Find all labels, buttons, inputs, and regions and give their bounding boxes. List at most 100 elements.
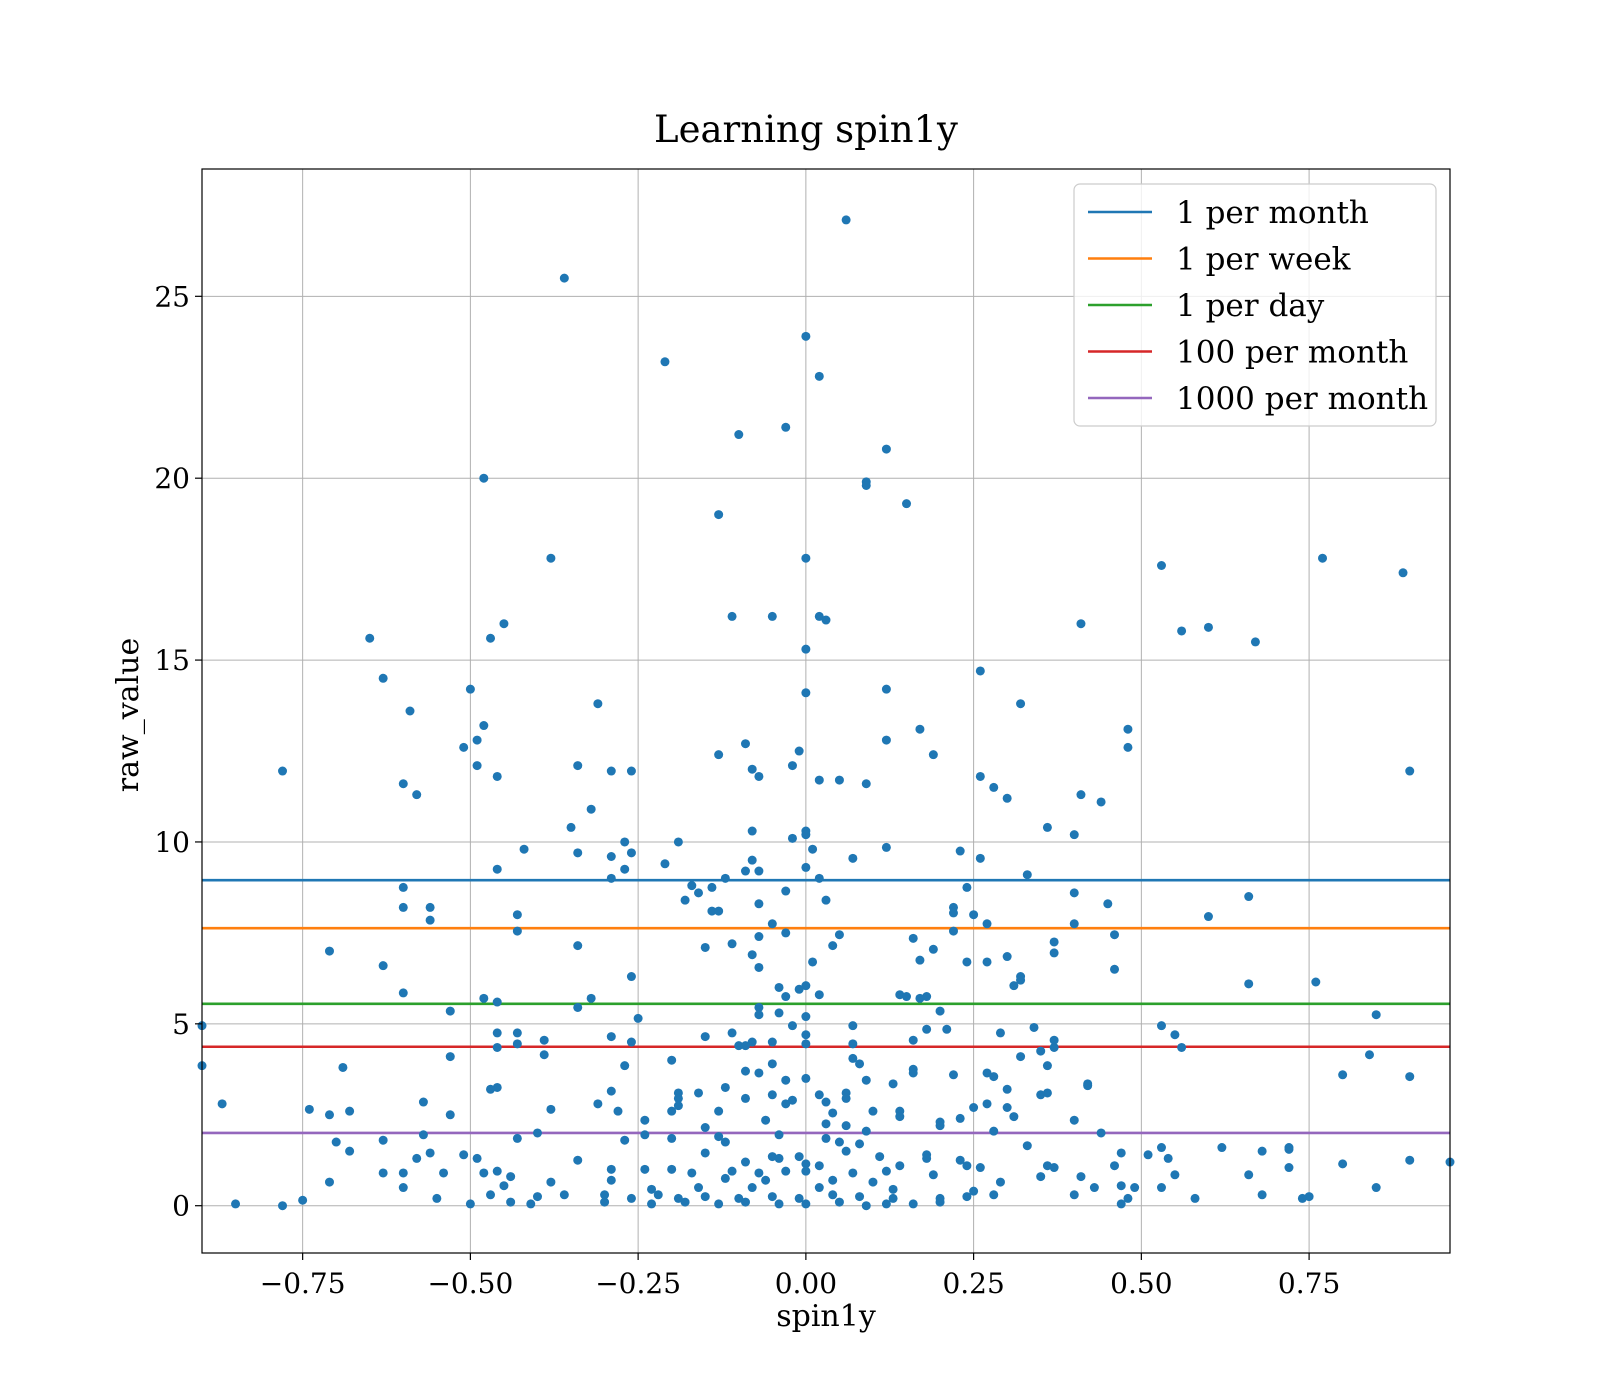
scatter-point [606,1032,616,1042]
scatter-point [995,1028,1005,1038]
scatter-point [969,1102,979,1112]
scatter-point [861,1126,871,1136]
scatter-point [532,1192,542,1202]
scatter-point [345,1146,355,1156]
scatter-point [1163,1153,1173,1163]
scatter-point [673,1101,683,1111]
scatter-point [794,984,804,994]
scatter-point [1338,1159,1348,1169]
scatter-point [606,1086,616,1096]
scatter-point [640,1115,650,1125]
scatter-point [767,919,777,929]
scatter-point [492,1166,502,1176]
scatter-point [492,771,502,781]
scatter-point [1042,1061,1052,1071]
scatter-point [231,1199,241,1209]
scatter-point [1049,937,1059,947]
scatter-point [398,1168,408,1178]
scatter-point [492,997,502,1007]
x-tick-label: −0.25 [595,1267,681,1300]
scatter-point [989,1190,999,1200]
scatter-point [620,1135,630,1145]
x-axis-ticks: −0.75 −0.50 −0.25 0.00 0.25 0.50 0.75 [260,1253,1340,1300]
scatter-point [828,1175,838,1185]
scatter-point [881,684,891,694]
scatter-point [1203,622,1213,632]
scatter-point [828,941,838,951]
scatter-point [606,873,616,883]
scatter-point [539,1050,549,1060]
scatter-point [861,480,871,490]
scatter-point [734,1193,744,1203]
scatter-point [1016,699,1026,709]
scatter-point [714,510,724,520]
scatter-point [459,1150,469,1160]
scatter-point [962,1192,972,1202]
scatter-point [1049,1035,1059,1045]
scatter-point [694,888,704,898]
scatter-point [1257,1190,1267,1200]
y-tick-label: 0 [172,1190,190,1223]
scatter-point [801,1030,811,1040]
scatter-point [398,1183,408,1193]
scatter-point [1069,919,1079,929]
x-tick-label: −0.75 [260,1267,346,1300]
scatter-point [740,1041,750,1051]
scatter-point [539,1035,549,1045]
scatter-point [881,842,891,852]
scatter-point [1022,1141,1032,1151]
scatter-point [1016,975,1026,985]
legend-box [1073,183,1437,427]
scatter-point [1364,1050,1374,1060]
scatter-point [908,1199,918,1209]
scatter-point [855,1192,865,1202]
scatter-point [774,1199,784,1209]
scatter-point [767,1192,777,1202]
scatter-point [781,1166,791,1176]
scatter-point [506,1197,516,1207]
scatter-point [740,739,750,749]
scatter-point [794,1152,804,1162]
scatter-point [881,1199,891,1209]
scatter-point [714,750,724,760]
scatter-point [633,1013,643,1023]
scatter-point [727,939,737,949]
scatter-point [1069,888,1079,898]
scatter-point [694,1183,704,1193]
y-axis-ticks: 0 5 10 15 20 25 [154,280,202,1223]
scatter-point [754,771,764,781]
legend-label: 1000 per month [1176,381,1428,417]
scatter-point [754,1168,764,1178]
scatter-point [908,1068,918,1078]
scatter-point [881,735,891,745]
scatter-point [1069,830,1079,840]
scatter-point [734,430,744,440]
scatter-point [445,1052,455,1062]
scatter-point [841,1146,851,1156]
scatter-point [1156,560,1166,570]
scatter-point [948,926,958,936]
scatter-point [1297,1193,1307,1203]
scatter-point [1156,1183,1166,1193]
scatter-point [801,688,811,698]
scatter-point [962,957,972,967]
scatter-point [740,1197,750,1207]
scatter-point [620,864,630,874]
scatter-point [472,761,482,771]
scatter-point [660,859,670,869]
scatter-point [821,895,831,905]
scatter-point [814,775,824,785]
scatter-point [1405,1155,1415,1165]
scatter-point [425,1148,435,1158]
scatter-point [982,1068,992,1078]
scatter-point [828,1108,838,1118]
scatter-point [647,1199,657,1209]
scatter-point [801,1166,811,1176]
scatter-point [767,1037,777,1047]
scatter-point [781,422,791,432]
scatter-point [1371,1183,1381,1193]
scatter-point [781,992,791,1002]
scatter-point [848,1021,858,1031]
scatter-point [1110,1161,1120,1171]
scatter-point [754,899,764,909]
